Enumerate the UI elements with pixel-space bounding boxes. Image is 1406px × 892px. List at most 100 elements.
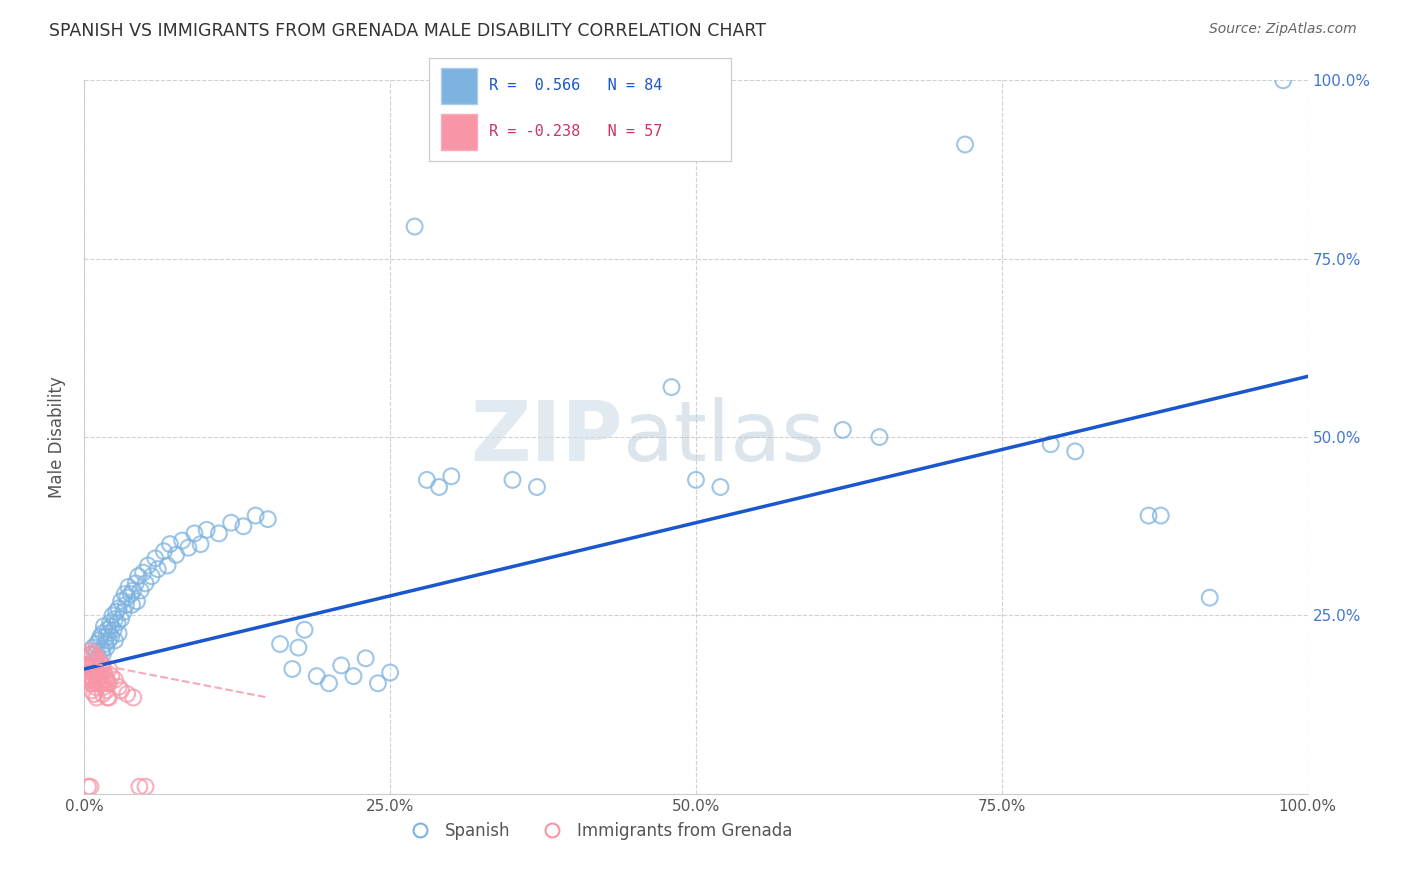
Point bbox=[90, 644, 112, 658]
Point bbox=[82, 640, 104, 655]
Point bbox=[104, 612, 127, 626]
Point bbox=[94, 637, 117, 651]
Point bbox=[80, 648, 103, 662]
Text: R =  0.566   N = 84: R = 0.566 N = 84 bbox=[489, 78, 662, 93]
Point bbox=[709, 480, 731, 494]
Point bbox=[661, 380, 683, 394]
FancyBboxPatch shape bbox=[441, 114, 477, 150]
Point bbox=[80, 683, 103, 698]
Point bbox=[96, 640, 118, 655]
Point bbox=[129, 583, 152, 598]
Point bbox=[89, 630, 111, 644]
Point bbox=[183, 526, 205, 541]
Point bbox=[121, 598, 143, 612]
Point bbox=[97, 633, 120, 648]
Point bbox=[115, 598, 138, 612]
Text: SPANISH VS IMMIGRANTS FROM GRENADA MALE DISABILITY CORRELATION CHART: SPANISH VS IMMIGRANTS FROM GRENADA MALE … bbox=[49, 22, 766, 40]
Point bbox=[122, 690, 145, 705]
Point bbox=[502, 473, 524, 487]
Point bbox=[79, 780, 101, 794]
Point bbox=[79, 676, 101, 690]
Point bbox=[281, 662, 304, 676]
Point bbox=[77, 673, 100, 687]
Point bbox=[125, 594, 148, 608]
Point bbox=[318, 676, 340, 690]
Point bbox=[97, 623, 120, 637]
Point bbox=[404, 219, 426, 234]
Point bbox=[79, 648, 101, 662]
Point bbox=[257, 512, 280, 526]
Point bbox=[105, 615, 128, 630]
Legend: Spanish, Immigrants from Grenada: Spanish, Immigrants from Grenada bbox=[396, 815, 800, 847]
Point bbox=[330, 658, 353, 673]
Point bbox=[427, 480, 450, 494]
Point bbox=[91, 673, 114, 687]
Point bbox=[110, 683, 132, 698]
Point bbox=[77, 651, 100, 665]
Point bbox=[135, 576, 157, 591]
Point bbox=[1064, 444, 1087, 458]
Point bbox=[526, 480, 548, 494]
Point bbox=[831, 423, 853, 437]
Point bbox=[86, 637, 108, 651]
Point bbox=[380, 665, 402, 680]
Point bbox=[89, 655, 111, 669]
Point bbox=[86, 665, 108, 680]
Point bbox=[91, 648, 114, 662]
Point bbox=[107, 680, 129, 694]
Point bbox=[159, 537, 181, 551]
Point bbox=[245, 508, 267, 523]
Point bbox=[96, 673, 118, 687]
Point bbox=[84, 662, 107, 676]
Point bbox=[305, 669, 328, 683]
Point bbox=[84, 669, 107, 683]
Point bbox=[1198, 591, 1220, 605]
Point bbox=[83, 673, 105, 687]
Point bbox=[87, 673, 110, 687]
Point bbox=[105, 605, 128, 619]
Point bbox=[177, 541, 200, 555]
Point bbox=[141, 569, 163, 583]
Point bbox=[367, 676, 389, 690]
Point bbox=[107, 626, 129, 640]
Point bbox=[96, 630, 118, 644]
Point bbox=[165, 548, 187, 562]
Point bbox=[1150, 508, 1173, 523]
Point bbox=[128, 780, 150, 794]
Point bbox=[80, 662, 103, 676]
Point bbox=[100, 669, 122, 683]
Point bbox=[87, 651, 110, 665]
Point bbox=[97, 690, 120, 705]
Point bbox=[104, 673, 127, 687]
Point bbox=[82, 676, 104, 690]
Point bbox=[114, 587, 136, 601]
Point bbox=[86, 644, 108, 658]
Point bbox=[80, 673, 103, 687]
Point bbox=[87, 676, 110, 690]
Point bbox=[89, 669, 111, 683]
Point bbox=[354, 651, 377, 665]
Point bbox=[100, 630, 122, 644]
Point bbox=[97, 626, 120, 640]
Point bbox=[77, 662, 100, 676]
Point bbox=[953, 137, 976, 152]
Text: atlas: atlas bbox=[623, 397, 824, 477]
Point bbox=[91, 626, 114, 640]
Point bbox=[232, 519, 254, 533]
Point bbox=[86, 690, 108, 705]
Point bbox=[127, 569, 149, 583]
Point bbox=[93, 665, 115, 680]
Point bbox=[110, 594, 132, 608]
Point bbox=[172, 533, 194, 548]
Text: R = -0.238   N = 57: R = -0.238 N = 57 bbox=[489, 124, 662, 139]
Point bbox=[115, 591, 138, 605]
Point bbox=[91, 658, 114, 673]
Point bbox=[219, 516, 242, 530]
Point bbox=[125, 576, 148, 591]
Point bbox=[117, 580, 139, 594]
Point bbox=[136, 558, 159, 573]
Y-axis label: Male Disability: Male Disability bbox=[48, 376, 66, 498]
Point bbox=[97, 690, 120, 705]
Point bbox=[77, 648, 100, 662]
Point bbox=[190, 537, 212, 551]
